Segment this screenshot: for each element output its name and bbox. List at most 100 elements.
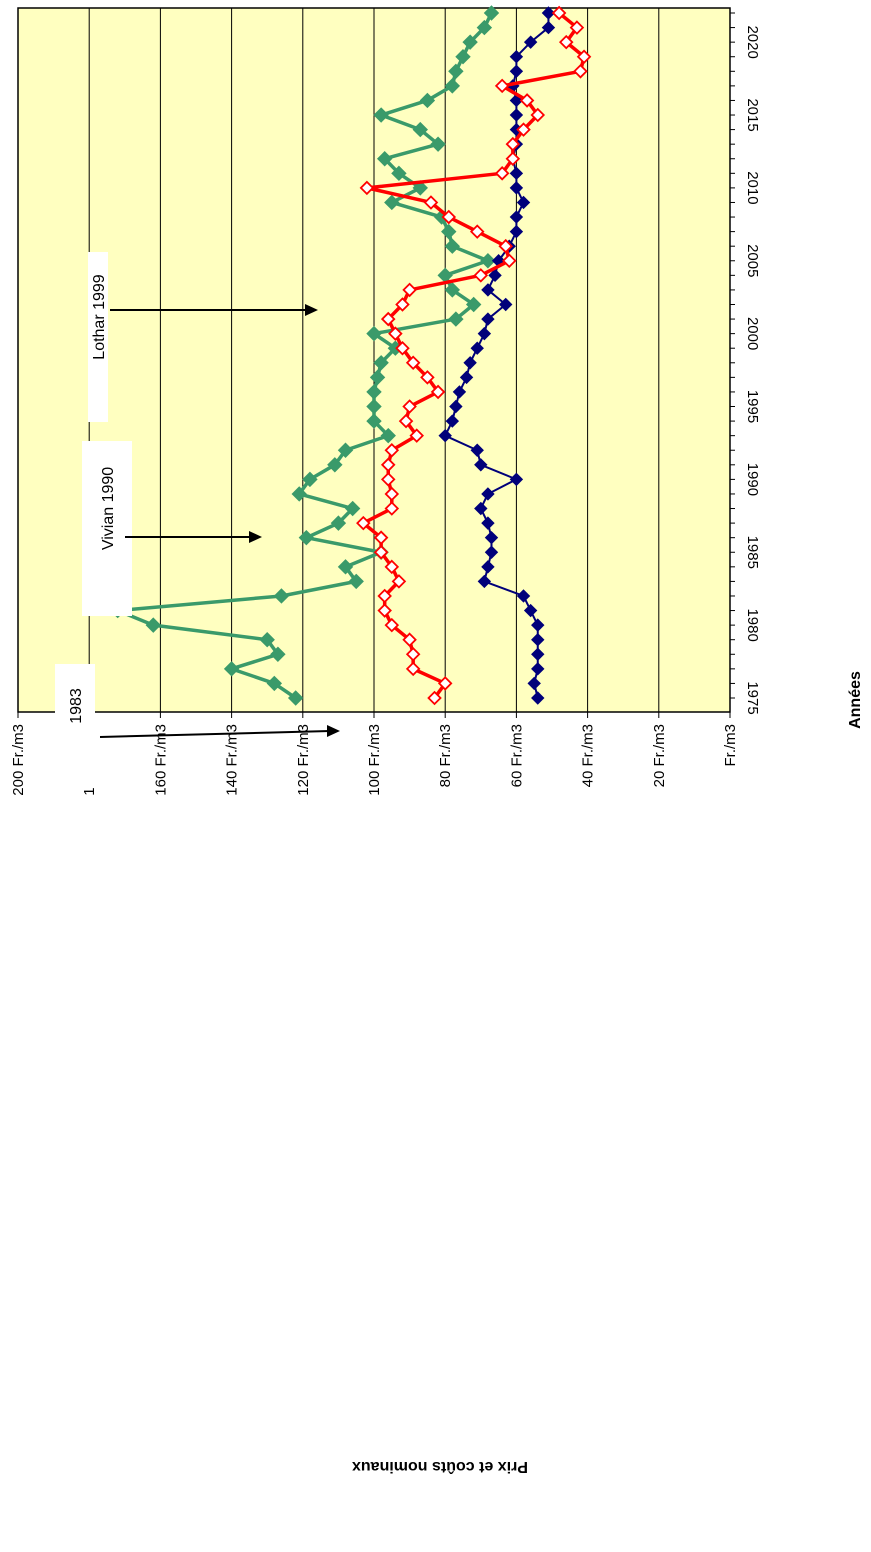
data-point: [373, 107, 389, 123]
data-point: [427, 690, 442, 706]
data-point: [366, 413, 382, 429]
data-point: [505, 136, 521, 152]
data-point: [380, 472, 396, 487]
annotations: 1983 Vivian 1990 Lothar 1999: [55, 252, 340, 788]
data-point: [449, 399, 463, 414]
data-point: [376, 151, 393, 167]
data-point: [509, 166, 524, 181]
data-point: [473, 268, 489, 283]
data-point: [356, 515, 371, 531]
annotation-1: 1983: [55, 664, 340, 788]
data-point: [445, 414, 460, 428]
data-point: [384, 442, 400, 458]
annotation-arrow-head: [249, 531, 262, 543]
data-point: [509, 64, 524, 79]
annotation-arrow-head: [305, 304, 318, 316]
data-point: [481, 560, 495, 574]
data-point: [402, 282, 417, 298]
data-point: [509, 108, 524, 122]
annotation-box: [88, 252, 108, 422]
data-point: [337, 559, 354, 575]
data-point: [388, 326, 403, 341]
value-tick-label: 160 Fr./m3: [152, 724, 169, 796]
data-point: [494, 78, 510, 94]
data-point: [498, 238, 513, 254]
data-point: [470, 443, 484, 457]
annotation-label: Vivian 1990: [100, 467, 117, 550]
data-point: [462, 34, 478, 50]
annotation-2: Vivian 1990: [82, 441, 262, 616]
data-point: [455, 49, 471, 65]
data-point: [509, 181, 524, 195]
data-point: [359, 180, 375, 196]
value-tick-label: 140 Fr./m3: [224, 724, 241, 796]
data-point: [373, 544, 389, 560]
data-point: [412, 121, 428, 138]
data-point: [327, 457, 343, 473]
series-line: [115, 12, 494, 700]
year-tick-label: 1995: [744, 390, 761, 423]
data-point: [438, 428, 452, 443]
value-tick-label: 200 Fr./m3: [10, 724, 27, 796]
data-point: [287, 690, 304, 706]
series-2: [438, 6, 556, 705]
data-point: [398, 413, 414, 429]
data-point: [337, 442, 354, 458]
data-point: [409, 428, 424, 443]
data-point: [527, 676, 541, 691]
data-point: [266, 675, 283, 692]
year-tick-label: 1975: [744, 681, 761, 714]
data-point: [474, 501, 488, 516]
year-tick-label: 1985: [744, 536, 761, 569]
value-tick-label: 100 Fr./m3: [366, 724, 383, 796]
data-point: [481, 312, 495, 326]
data-point: [402, 399, 417, 414]
data-point: [384, 617, 400, 633]
data-point: [523, 603, 538, 618]
data-point: [348, 573, 364, 590]
data-point: [405, 355, 421, 371]
data-point: [384, 501, 400, 516]
annotation-label: Lothar 1999: [91, 274, 108, 360]
data-point: [330, 515, 347, 531]
annotation-box: [55, 664, 95, 788]
data-point: [516, 589, 531, 603]
data-point: [477, 574, 492, 589]
data-point: [302, 471, 318, 488]
data-point: [470, 341, 484, 355]
data-point: [298, 529, 315, 546]
value-tick-label: 80 Fr./m3: [437, 724, 454, 787]
year-tick-label: 2020: [744, 25, 761, 58]
data-point: [459, 370, 474, 385]
data-point: [437, 676, 453, 691]
data-point: [481, 516, 495, 530]
data-point: [373, 355, 389, 371]
data-point: [380, 457, 396, 473]
year-tick-label: 2005: [744, 244, 761, 277]
data-point: [516, 122, 531, 137]
series-3: [356, 5, 592, 706]
data-point: [481, 283, 495, 297]
data-point: [474, 458, 488, 472]
data-point: [531, 647, 545, 661]
data-point: [499, 297, 513, 312]
data-point: [502, 253, 517, 269]
data-point: [366, 325, 382, 342]
annotation-label: 1983: [68, 688, 85, 724]
annotation-box: [82, 441, 132, 616]
data-point: [420, 370, 435, 385]
data-point: [430, 384, 446, 400]
value-tick-label: Fr./m3: [722, 724, 739, 767]
data-point: [531, 662, 545, 676]
data-point: [373, 530, 389, 545]
value-tick-label: 20 Fr./m3: [651, 724, 668, 787]
annotation-arrow-line: [99, 730, 331, 738]
data-point: [531, 632, 545, 647]
data-point: [380, 311, 396, 327]
series-group: [109, 5, 592, 706]
data-point: [576, 49, 592, 64]
data-point: [259, 631, 275, 648]
data-point: [384, 486, 400, 502]
data-point: [384, 194, 400, 211]
data-point: [480, 253, 496, 269]
